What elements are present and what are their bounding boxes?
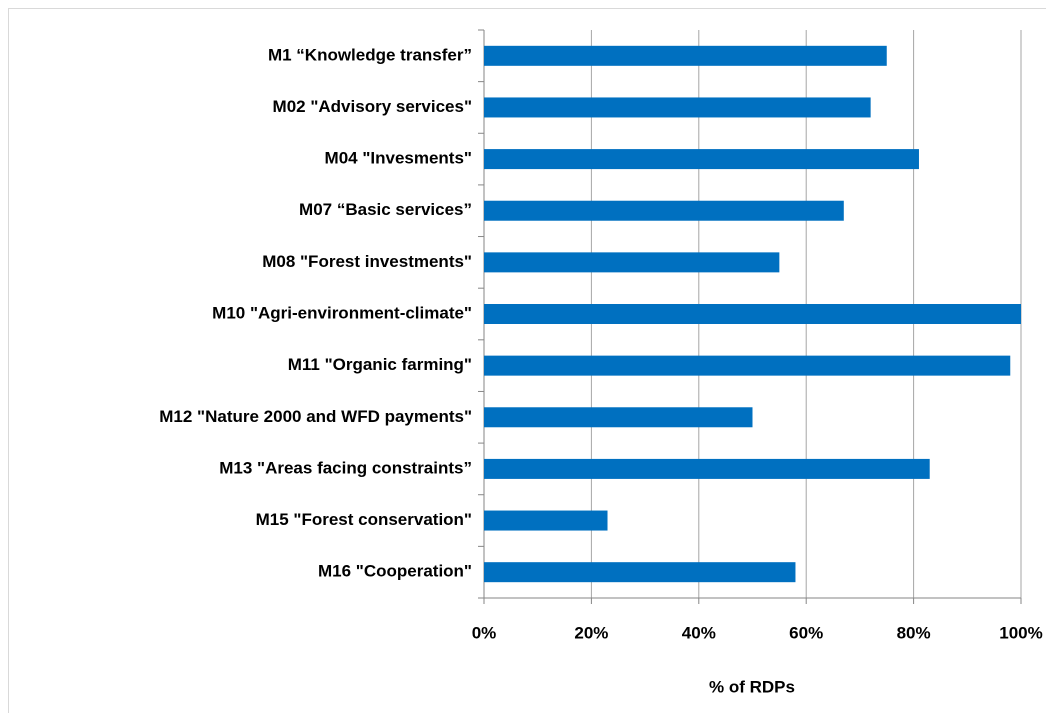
bar — [484, 407, 753, 428]
y-tick-label: M04 "Invesments" — [325, 149, 472, 168]
y-tick-label: M07 “Basic services” — [299, 200, 472, 219]
y-tick-label: M13 "Areas facing constraints” — [219, 458, 472, 477]
bar — [484, 45, 887, 66]
y-tick-label: M02 "Advisory services" — [273, 97, 472, 116]
x-axis-label: % of RDPs — [709, 677, 795, 696]
bar — [484, 458, 930, 479]
x-tick-label: 100% — [999, 623, 1042, 642]
y-tick-label: M10 "Agri-environment-climate" — [212, 303, 472, 322]
y-tick-label: M16 "Cooperation" — [318, 562, 472, 581]
x-tick-label: 60% — [789, 623, 823, 642]
y-tick-label: M11 "Organic farming" — [288, 355, 472, 374]
bar — [484, 252, 780, 273]
bar — [484, 97, 871, 118]
bar — [484, 510, 608, 531]
y-tick-label: M08 "Forest investments" — [262, 252, 472, 271]
x-tick-label: 0% — [472, 623, 497, 642]
chart-border — [8, 8, 1046, 713]
y-tick-label: M15 "Forest conservation" — [256, 510, 472, 529]
x-tick-label: 40% — [682, 623, 716, 642]
bar — [484, 200, 844, 221]
y-tick-label: M1 “Knowledge transfer” — [268, 45, 472, 64]
bar — [484, 355, 1011, 376]
x-tick-label: 20% — [574, 623, 608, 642]
y-tick-label: M12 "Nature 2000 and WFD payments" — [159, 407, 472, 426]
bar — [484, 304, 1021, 324]
bar — [484, 149, 919, 170]
bar — [484, 562, 796, 583]
x-tick-label: 80% — [897, 623, 931, 642]
